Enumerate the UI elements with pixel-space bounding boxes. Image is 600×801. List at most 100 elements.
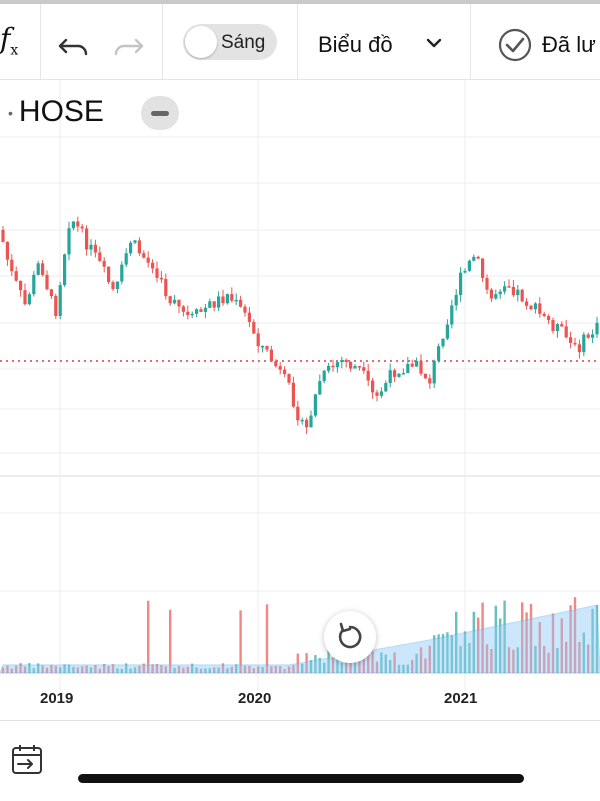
candle-body <box>252 321 256 334</box>
volume-bar <box>257 666 260 673</box>
candle-body <box>595 322 599 335</box>
volume-bar <box>331 657 335 673</box>
chart-type-dropdown[interactable]: Biểu đồ <box>318 32 393 57</box>
check-circle-icon[interactable] <box>498 28 532 62</box>
candle-body <box>353 366 357 369</box>
volume-bar <box>235 664 238 673</box>
volume-bar <box>428 645 431 673</box>
volume-bar <box>543 645 546 673</box>
volume-bar <box>217 667 220 673</box>
candle-body <box>5 241 9 260</box>
volume-bar <box>195 667 198 673</box>
volume-bar <box>529 604 533 673</box>
candle-body <box>120 264 124 282</box>
theme-toggle[interactable]: Sáng <box>183 24 277 60</box>
volume-bar <box>393 652 396 673</box>
candle-body <box>300 419 304 422</box>
chevron-down-icon[interactable] <box>425 34 443 52</box>
candle-body <box>203 307 207 312</box>
volume-bar <box>595 605 599 673</box>
chart-grid <box>0 80 600 690</box>
candle-body <box>142 253 146 258</box>
candle-body <box>23 290 27 305</box>
volume-bar <box>389 660 392 673</box>
volume-bar <box>279 666 282 673</box>
volume-bar <box>406 664 409 673</box>
candle-body <box>58 285 62 317</box>
candle-body <box>538 303 542 314</box>
volume-bar <box>314 655 317 673</box>
volume-bar <box>147 600 150 673</box>
saved-label[interactable]: Đã lư <box>542 32 596 57</box>
candle-body <box>533 303 537 310</box>
calendar-range-icon[interactable] <box>10 743 46 777</box>
candle-body <box>481 258 485 278</box>
candle-body <box>428 378 432 384</box>
collapse-button[interactable] <box>141 96 179 130</box>
volume-bar <box>437 634 440 673</box>
candle-body <box>173 299 177 304</box>
candle-body <box>529 305 533 310</box>
candle-body <box>278 366 282 370</box>
volume-bar <box>516 647 519 673</box>
volume-bar <box>76 667 79 673</box>
candle-body <box>331 365 335 368</box>
candle-body <box>274 361 278 367</box>
volume-bar <box>287 666 291 673</box>
candle-body <box>221 296 225 304</box>
volume-bar <box>578 641 581 673</box>
candle-body <box>239 299 243 307</box>
reset-zoom-icon <box>338 622 362 649</box>
toolbar-divider <box>470 4 471 80</box>
candle-body <box>164 279 168 297</box>
candle-body <box>195 309 199 314</box>
volume-bar <box>521 602 524 673</box>
candle-body <box>511 286 515 296</box>
volume-bar <box>15 665 18 673</box>
volume-bar <box>221 663 225 673</box>
candle-body <box>463 270 467 273</box>
volume-bar <box>226 668 229 673</box>
volume-series <box>0 597 600 674</box>
redo-icon[interactable] <box>110 26 146 62</box>
volume-bar <box>89 667 93 673</box>
volume-bar <box>19 663 22 673</box>
undo-icon[interactable] <box>56 26 92 62</box>
function-icon[interactable]: fx <box>0 22 19 59</box>
volume-bar <box>155 664 159 673</box>
volume-bar <box>485 644 489 673</box>
volume-bar <box>327 648 330 673</box>
volume-bar <box>261 666 264 673</box>
volume-bar <box>323 662 326 673</box>
volume-bar <box>397 664 401 673</box>
candle-body <box>287 374 291 383</box>
volume-bar <box>591 608 594 673</box>
candle-body <box>577 344 581 353</box>
candle-body <box>507 286 511 288</box>
reset-zoom-button[interactable] <box>324 611 376 663</box>
candle-body <box>14 271 18 281</box>
volume-bar <box>525 612 528 673</box>
candle-body <box>296 406 300 421</box>
volume-bar <box>415 653 418 673</box>
candle-body <box>247 312 251 322</box>
price-chart[interactable] <box>0 80 600 720</box>
volume-bar <box>587 644 590 673</box>
volume-bar <box>402 664 405 673</box>
candle-body <box>472 256 476 261</box>
volume-bar <box>59 667 62 673</box>
volume-bar <box>292 664 295 673</box>
volume-bar <box>199 668 203 673</box>
volume-bar <box>582 632 585 673</box>
candle-body <box>573 342 577 345</box>
volume-bar <box>37 663 40 673</box>
candle-body <box>362 367 366 371</box>
candle-body <box>32 274 36 295</box>
volume-bar <box>32 668 35 673</box>
candle-body <box>225 294 229 304</box>
volume-bar <box>455 611 458 673</box>
volume-bar <box>173 667 176 673</box>
volume-bar <box>481 602 484 673</box>
candle-body <box>19 280 23 291</box>
candle-body <box>63 254 67 286</box>
